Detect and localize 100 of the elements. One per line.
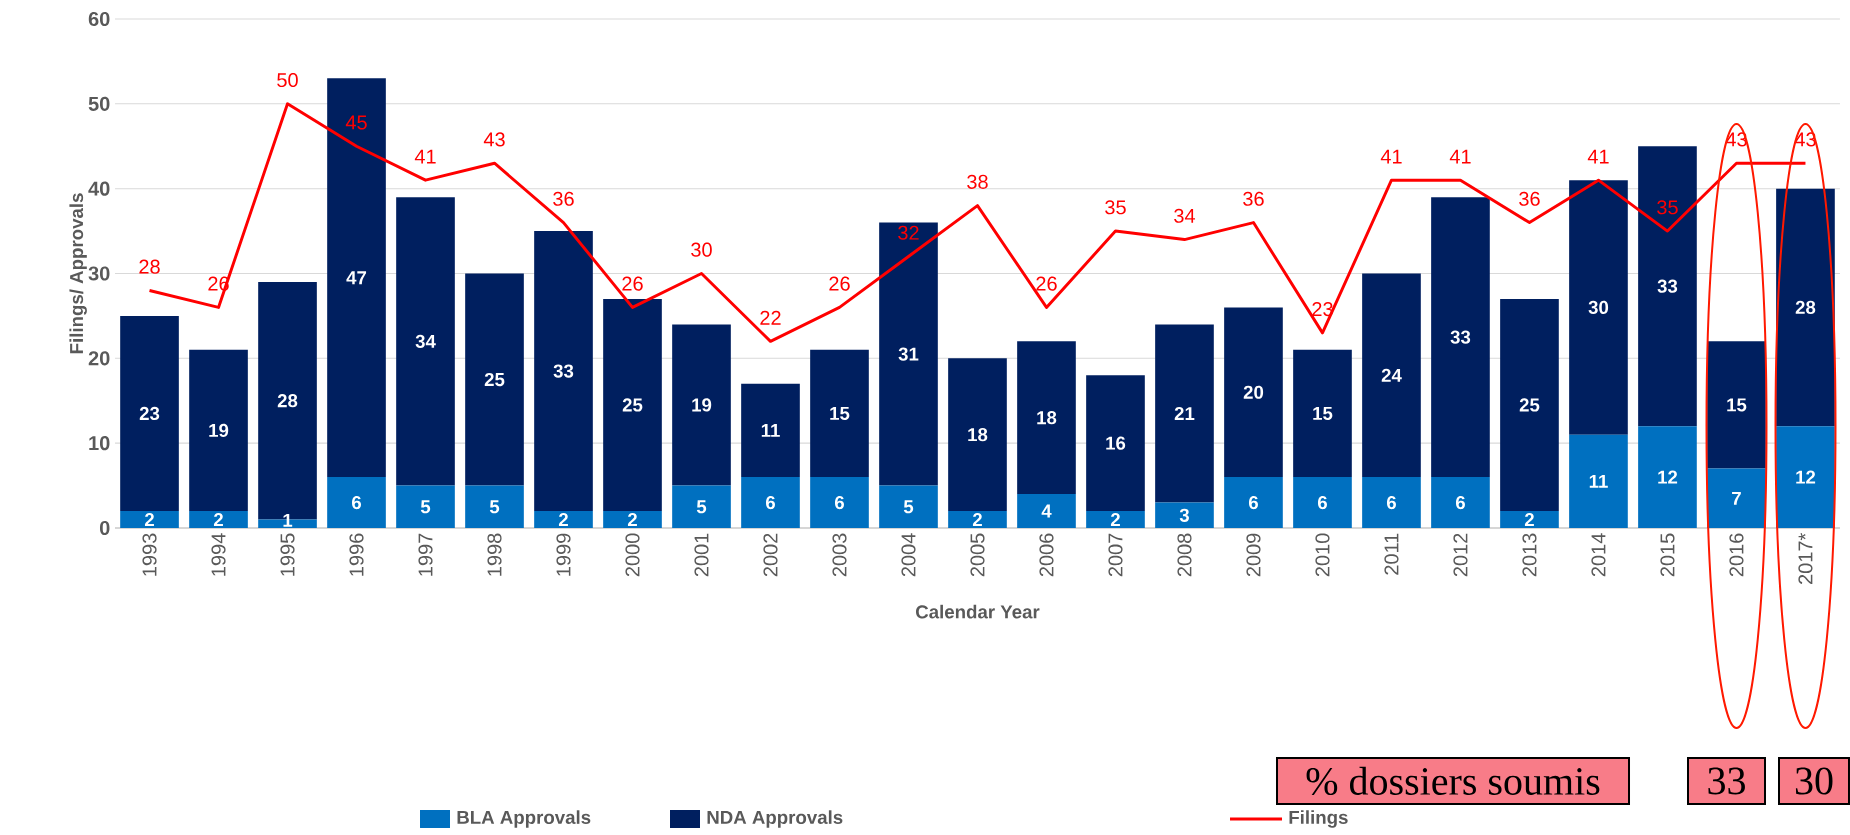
y-tick-label: 0 (99, 520, 110, 536)
x-tick-label: 1998 (487, 533, 502, 576)
legend-label: NDA Approvals (707, 810, 843, 828)
data-label: 34 (1174, 208, 1196, 223)
bar (1224, 477, 1283, 528)
bar (1431, 197, 1490, 478)
y-axis-title: Filings/ Approvals (69, 193, 87, 354)
data-label: 23 (139, 406, 160, 421)
bar (603, 298, 662, 512)
y-tick-label: 40 (88, 181, 110, 196)
bar (672, 324, 731, 486)
bar (189, 511, 248, 528)
data-label: 11 (1589, 474, 1608, 488)
data-label: 36 (1243, 191, 1264, 206)
bar (879, 222, 938, 486)
x-axis-title: Calendar Year (916, 604, 1040, 619)
data-label: 36 (1519, 191, 1540, 206)
data-label: 2 (1524, 512, 1534, 527)
bar (1362, 273, 1421, 478)
bar (1569, 434, 1628, 528)
data-label: 16 (1106, 436, 1126, 450)
y-tick-label: 20 (88, 351, 110, 366)
x-tick-label: 2006 (1039, 533, 1054, 577)
bar (1362, 477, 1421, 528)
x-tick-label: 2003 (832, 533, 847, 577)
bar (1707, 341, 1766, 469)
data-label: 2 (144, 512, 154, 527)
data-label: 22 (760, 310, 781, 325)
data-label: 45 (345, 115, 367, 130)
bar (534, 511, 593, 528)
bar (189, 349, 248, 512)
x-tick-label: 1997 (418, 533, 433, 576)
data-label: 28 (1795, 300, 1816, 315)
bar (1086, 511, 1145, 528)
x-tick-label: 2014 (1591, 533, 1606, 577)
x-tick-label: 1996 (349, 533, 364, 576)
bar (810, 349, 869, 478)
data-label: 36 (553, 191, 574, 206)
bar (1569, 180, 1628, 435)
data-label: 12 (1658, 470, 1678, 484)
legend-label: Filings (1289, 810, 1348, 828)
data-label: 6 (1317, 495, 1327, 510)
bar (1500, 511, 1559, 528)
data-label: 47 (346, 271, 367, 285)
data-label: 33 (553, 364, 574, 378)
data-label: 25 (484, 372, 505, 387)
data-label: 6 (1386, 495, 1396, 510)
data-label: 20 (1243, 385, 1264, 399)
bar (465, 273, 524, 486)
data-label: 6 (765, 495, 776, 510)
data-label: 35 (1105, 200, 1126, 215)
x-tick-label: 2000 (625, 533, 640, 577)
x-tick-label: 2012 (1453, 533, 1468, 577)
x-tick-label: 2007 (1108, 533, 1123, 577)
data-label: 25 (622, 398, 643, 412)
bar (948, 511, 1007, 528)
text: 30 (1795, 767, 1833, 795)
x-tick-label: 1995 (280, 533, 295, 576)
bar (1155, 324, 1214, 503)
data-label: 4 (1041, 504, 1052, 518)
data-label: 43 (483, 132, 505, 147)
bar (1776, 426, 1835, 528)
data-label: 15 (1727, 398, 1747, 412)
x-tick-label: 1993 (142, 533, 157, 576)
data-label: 31 (898, 347, 919, 361)
bar (603, 511, 662, 528)
bar (327, 78, 386, 478)
data-label: 34 (415, 334, 436, 348)
bar (810, 477, 869, 528)
data-label: 28 (277, 394, 298, 408)
data-label: 7 (1732, 491, 1741, 505)
data-label: 19 (209, 423, 229, 438)
data-label: 5 (903, 500, 914, 514)
bar (1707, 468, 1766, 528)
data-label: 21 (1174, 406, 1195, 420)
data-label: 25 (1519, 398, 1540, 412)
x-tick-label: 1994 (211, 533, 226, 576)
data-label: 15 (1313, 406, 1333, 420)
data-label: 41 (1449, 149, 1471, 164)
bar (327, 477, 386, 528)
bar (1638, 146, 1697, 427)
x-tick-label: 2016 (1729, 533, 1744, 577)
bar (534, 231, 593, 512)
x-tick-label: 2017* (1798, 533, 1813, 584)
data-label: 32 (898, 225, 919, 240)
bar (1500, 298, 1559, 512)
data-label: 12 (1796, 470, 1816, 484)
data-label: 2 (627, 512, 637, 527)
bar (948, 358, 1007, 512)
data-label: 6 (352, 495, 362, 510)
data-label: 26 (622, 276, 643, 291)
bar (672, 485, 731, 528)
data-label: 50 (277, 72, 298, 88)
x-tick-label: 2005 (970, 533, 985, 577)
data-label: 6 (834, 495, 844, 510)
x-tick-label: 2001 (694, 533, 709, 577)
data-label: 5 (489, 500, 500, 514)
data-label: 11 (761, 424, 780, 437)
bar (1155, 502, 1214, 528)
bar (120, 315, 179, 512)
